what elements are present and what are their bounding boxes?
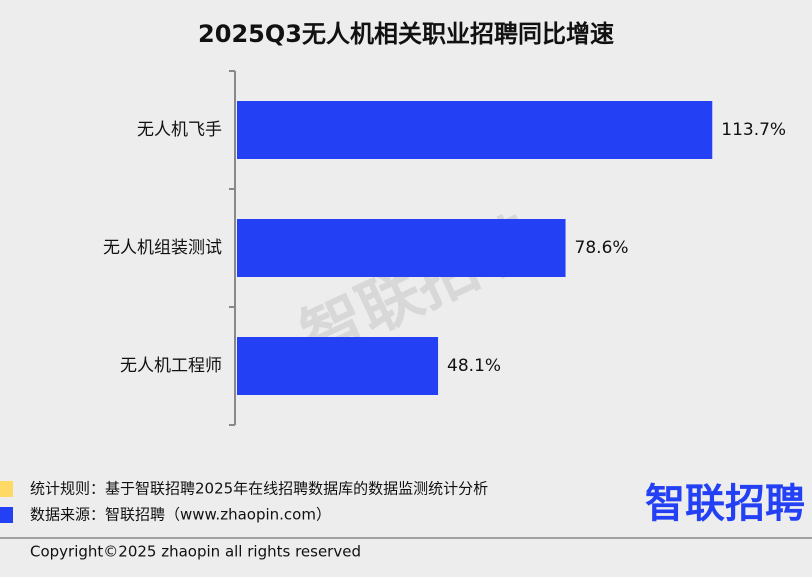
bar <box>237 219 566 277</box>
footer-rule: 统计规则：基于智联招聘2025年在线招聘数据库的数据监测统计分析 <box>30 480 488 498</box>
bar <box>237 101 713 159</box>
y-tick-label: 无人机飞手 <box>137 120 222 140</box>
axis <box>229 70 236 426</box>
data-label: 113.7% <box>721 120 786 140</box>
bar <box>237 337 439 395</box>
copyright: Copyright©2025 zhaopin all rights reserv… <box>30 543 361 561</box>
data-label: 48.1% <box>447 356 501 376</box>
footer-source: 数据来源：智联招聘（www.zhaopin.com） <box>30 506 331 524</box>
logo: 智联招聘 <box>645 481 805 527</box>
legend-swatch <box>0 481 13 497</box>
data-label: 78.6% <box>575 238 629 258</box>
y-tick-label: 无人机工程师 <box>120 356 222 376</box>
y-tick-label: 无人机组装测试 <box>103 238 222 258</box>
legend-swatch <box>0 507 13 523</box>
chart-title: 2025Q3无人机相关职业招聘同比增速 <box>198 20 614 48</box>
